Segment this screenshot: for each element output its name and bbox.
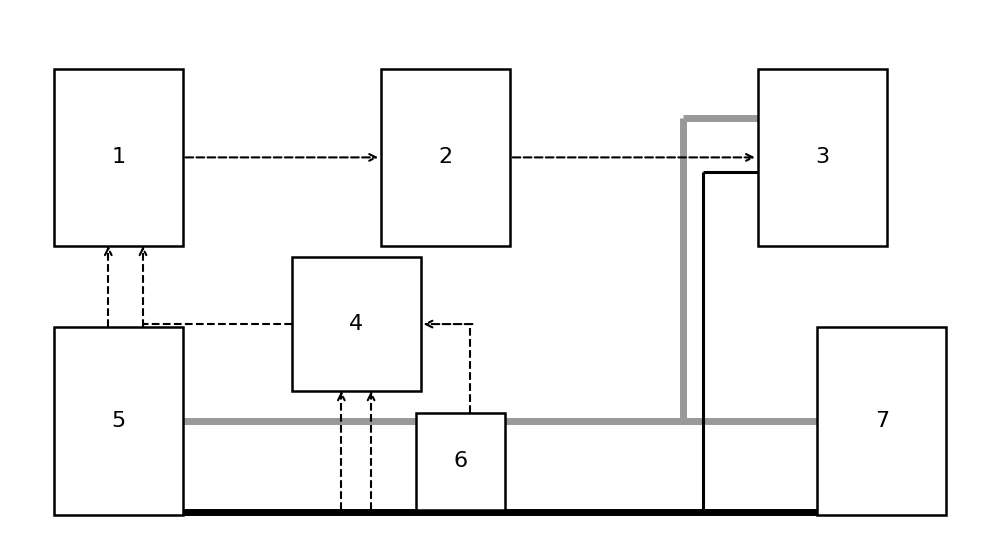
FancyBboxPatch shape xyxy=(54,327,183,515)
Text: 1: 1 xyxy=(111,147,125,168)
Text: 2: 2 xyxy=(438,147,453,168)
FancyBboxPatch shape xyxy=(817,327,946,515)
FancyBboxPatch shape xyxy=(292,257,421,391)
FancyBboxPatch shape xyxy=(54,69,183,246)
Text: 3: 3 xyxy=(815,147,829,168)
FancyBboxPatch shape xyxy=(758,69,887,246)
FancyBboxPatch shape xyxy=(381,69,510,246)
FancyBboxPatch shape xyxy=(416,413,505,509)
Text: 7: 7 xyxy=(875,411,889,431)
Text: 6: 6 xyxy=(453,451,467,471)
Text: 5: 5 xyxy=(111,411,125,431)
Text: 4: 4 xyxy=(349,314,363,334)
